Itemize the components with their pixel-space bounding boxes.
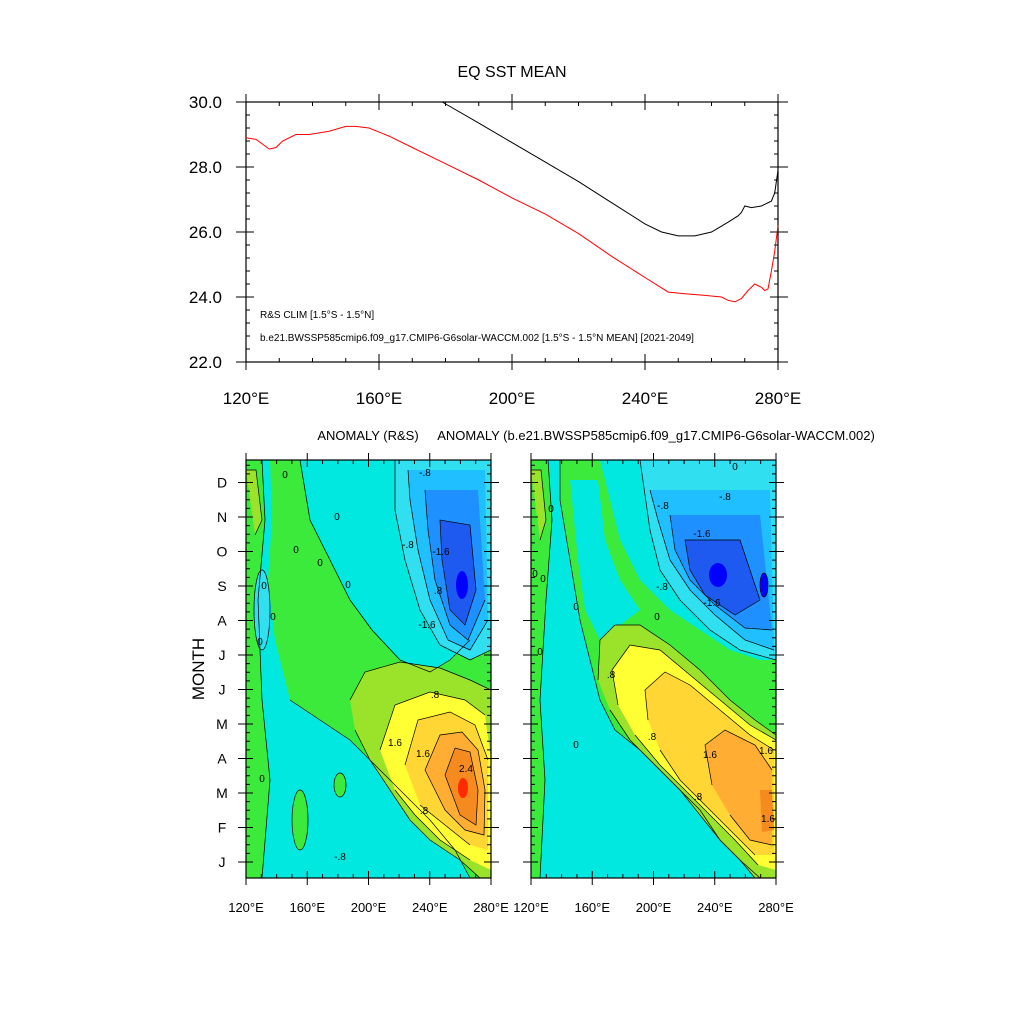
contour-label: .8: [434, 586, 443, 597]
y-tick-label: 24.0: [189, 288, 222, 307]
contour-label: .8: [420, 806, 429, 817]
month-label: A: [217, 613, 227, 629]
month-axis-label: MONTH: [189, 638, 208, 700]
month-label: F: [218, 820, 227, 836]
anomaly-model-title: ANOMALY (b.e21.BWSSP585cmip6.f09_g17.CMI…: [437, 428, 875, 443]
contour-label: 0: [282, 470, 288, 481]
line-chart: EQ SST MEAN 120°E 160°E 200°E 240°E 280°E 22.…: [189, 64, 801, 408]
legend-entry-model: b.e21.BWSSP585cmip6.f09_g17.CMIP6-G6sola…: [260, 333, 694, 344]
contour-label: 0: [532, 569, 538, 580]
anomaly-rs-contours: [246, 460, 491, 878]
contour-label: -.8: [334, 852, 346, 863]
contour-label: 0: [270, 612, 276, 623]
month-label: M: [216, 716, 228, 732]
contour-label: 0: [573, 740, 579, 751]
contour-label: 0: [654, 612, 660, 623]
contour-label: .8: [694, 792, 703, 803]
contour-label: 0: [259, 774, 265, 785]
contour-label: 1.6: [759, 746, 773, 757]
contour-label: -.8: [402, 540, 414, 551]
month-label: J: [219, 682, 226, 698]
contour-label: 0: [540, 574, 546, 585]
contour-label: 1.6: [703, 750, 717, 761]
x-tick-label: 200°E: [489, 389, 536, 408]
anomaly-rs-x-tick-labels: 120°E 160°E 200°E 240°E 280°E: [228, 900, 509, 915]
x-tick-label: 200°E: [636, 900, 672, 915]
contour-label: 0: [732, 462, 738, 473]
month-label: J: [219, 647, 226, 663]
month-label: D: [217, 475, 227, 491]
contour-label: 0: [317, 558, 323, 569]
series-line-1: [441, 101, 779, 237]
contour-label: 2.4: [459, 764, 473, 775]
contour-label: .8: [648, 732, 657, 743]
month-label: O: [217, 544, 228, 560]
x-tick-label: 280°E: [473, 900, 509, 915]
contour-label: 0: [257, 637, 263, 648]
anomaly-model-ticks: [523, 453, 784, 885]
x-tick-label: 160°E: [574, 900, 610, 915]
x-tick-label: 160°E: [356, 389, 403, 408]
month-label: A: [217, 751, 227, 767]
anomaly-rs-panel: 0 0 0 0 0 0 0 0 0 -.8 -.8 -.8 -1.6 -1.6 .8 .8 1.6 1.6 2.4.…: [189, 428, 509, 915]
contour-label: -1.6: [703, 598, 721, 609]
x-tick-label: 120°E: [228, 900, 264, 915]
contour-label: .8: [431, 690, 440, 701]
contour-label: 0: [261, 581, 267, 592]
contour-label: -.8: [656, 582, 668, 593]
contour-label: 0: [334, 512, 340, 523]
anomaly-model-contours: [531, 460, 776, 878]
contour-label: 0: [293, 545, 299, 556]
month-label: S: [217, 578, 226, 594]
x-tick-label: 280°E: [755, 389, 802, 408]
contour-label: 1.6: [761, 814, 775, 825]
x-tick-label: 240°E: [412, 900, 448, 915]
contour-label: 0: [573, 602, 579, 613]
contour-label: .8: [607, 670, 616, 681]
contour-label: -.8: [419, 468, 431, 479]
line-chart-ticks: [236, 94, 788, 370]
legend-entry-rs-clim: R&S CLIM [1.5°S - 1.5°N]: [260, 310, 374, 321]
y-tick-label: 26.0: [189, 223, 222, 242]
contour-label: -1.6: [418, 620, 436, 631]
contour-label: -1.6: [693, 529, 711, 540]
x-tick-label: 280°E: [758, 900, 794, 915]
x-tick-label: 160°E: [289, 900, 325, 915]
contour-label: 0: [537, 647, 543, 658]
anomaly-rs-contour-labels: 0 0 0 0 0 0 0 0 0 -.8 -.8 -.8 -1.6 -1.6 .8 .8 1.6 1.6 2.4.…: [257, 468, 473, 863]
y-tick-label: 28.0: [189, 158, 222, 177]
y-tick-label: 22.0: [189, 353, 222, 372]
anomaly-rs-month-labels: J F M A M J J A S O N D: [216, 475, 228, 871]
series-line-0: [245, 125, 779, 303]
anomaly-rs-ticks: [238, 453, 499, 885]
x-tick-label: 240°E: [622, 389, 669, 408]
contour-label: -1.6: [432, 547, 450, 558]
x-tick-label: 120°E: [223, 389, 270, 408]
line-chart-frame: [245, 101, 779, 363]
month-label: N: [217, 509, 227, 525]
x-tick-label: 120°E: [513, 900, 549, 915]
contour-label: -.8: [657, 501, 669, 512]
anomaly-model-x-tick-labels: 120°E 160°E 200°E 240°E 280°E: [513, 900, 794, 915]
contour-label: 0: [345, 580, 351, 591]
anomaly-rs-title: ANOMALY (R&S): [317, 428, 418, 443]
line-chart-tick-labels: 120°E 160°E 200°E 240°E 280°E 22.0 24.0 26.0 28.…: [189, 93, 801, 408]
month-label: J: [219, 854, 226, 870]
month-label: M: [216, 785, 228, 801]
contour-label: -.8: [719, 492, 731, 503]
y-tick-label: 30.0: [189, 93, 222, 112]
contour-label: 1.6: [416, 749, 430, 760]
line-chart-series: [245, 101, 779, 303]
x-tick-label: 200°E: [351, 900, 387, 915]
contour-label: 1.6: [388, 738, 402, 749]
contour-label: 0: [548, 504, 554, 515]
line-chart-title: EQ SST MEAN: [457, 64, 566, 81]
x-tick-label: 240°E: [697, 900, 733, 915]
